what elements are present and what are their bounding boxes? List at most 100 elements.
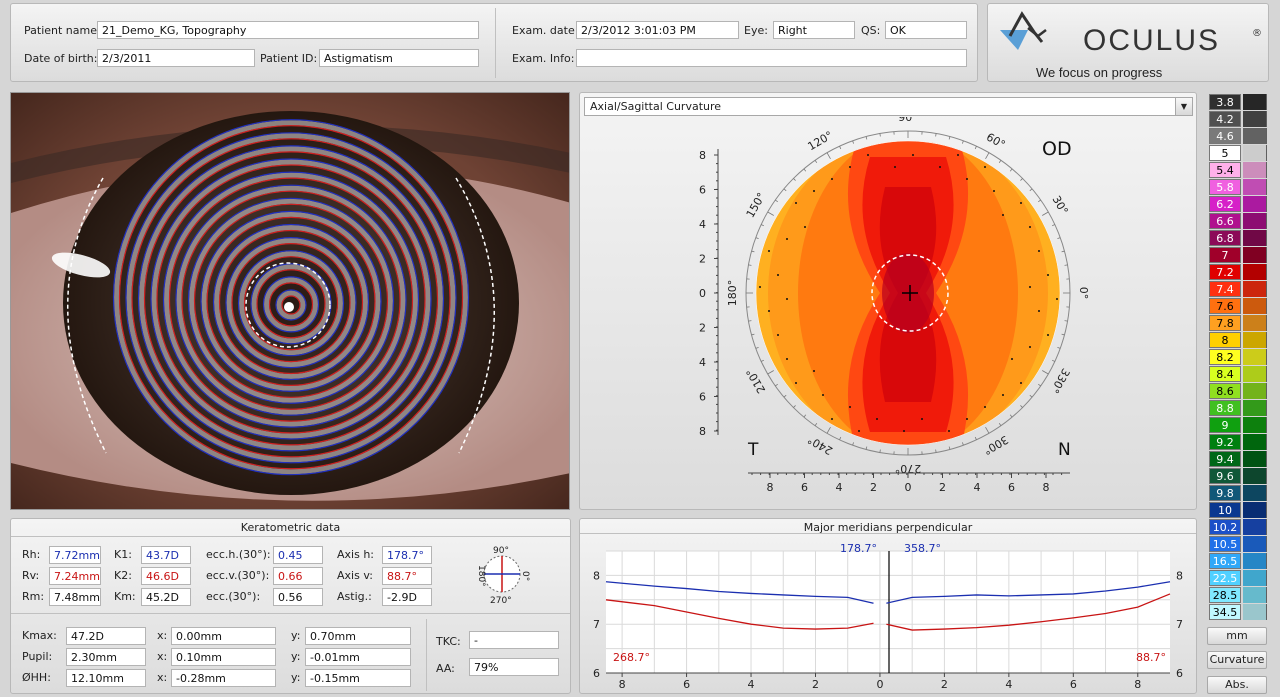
axisv-label: Axis v: <box>337 569 373 582</box>
exam-date-field[interactable]: 2/3/2012 3:01:03 PM <box>576 21 739 39</box>
hh-value: 12.10mm <box>66 669 146 687</box>
astig-label: Astig.: <box>337 590 372 603</box>
y-tick-left: 8 <box>593 569 600 582</box>
x-tick: 2 <box>941 678 948 691</box>
keratometric-panel: Keratometric data Rh: 7.72mm Rv: 7.24mm … <box>10 518 571 694</box>
scale-swatch <box>1243 587 1267 603</box>
eye-image[interactable] <box>11 93 570 510</box>
map-type-dropdown[interactable]: Axial/Sagittal Curvature ▼ <box>584 97 1193 116</box>
eye-od-label: OD <box>1042 138 1072 160</box>
series-line <box>605 599 874 630</box>
placido-rings <box>112 119 470 476</box>
scale-value: 9.4 <box>1209 451 1241 467</box>
x-tick: 4 <box>748 678 755 691</box>
kmax-y-label: y: <box>291 629 301 642</box>
logo-panel: OCULUS ® We focus on progress <box>987 3 1269 82</box>
scale-swatch <box>1243 570 1267 586</box>
dial-right-label: 0° <box>520 571 530 581</box>
eye-field[interactable]: Right <box>773 21 855 39</box>
y-tick-label: 4 <box>699 218 706 231</box>
patient-name-field[interactable]: 21_Demo_KG, Topography <box>97 21 479 39</box>
scale-value: 7.2 <box>1209 264 1241 280</box>
exam-info-label: Exam. Info: <box>512 52 575 65</box>
abs-button[interactable]: Abs. <box>1207 676 1267 694</box>
chevron-down-icon[interactable]: ▼ <box>1175 98 1192 115</box>
scale-value: 9.6 <box>1209 468 1241 484</box>
scale-value: 10.5 <box>1209 536 1241 552</box>
logo-tagline: We focus on progress <box>1036 65 1163 80</box>
scale-value: 7.8 <box>1209 315 1241 331</box>
patient-id-field[interactable]: Astigmatism <box>319 49 479 67</box>
pupil-value: 2.30mm <box>66 648 146 666</box>
scale-swatch <box>1243 417 1267 433</box>
header-divider <box>495 8 496 78</box>
label-top-left: 178.7° <box>840 542 877 555</box>
kmax-y-value: 0.70mm <box>305 627 411 645</box>
scale-value: 5.4 <box>1209 162 1241 178</box>
angle-label: 150° <box>744 191 769 220</box>
scale-swatch <box>1243 451 1267 467</box>
kmax-x-label: x: <box>157 629 168 642</box>
angle-label: 90° <box>898 117 918 124</box>
scale-swatch <box>1243 349 1267 365</box>
scale-value: 22.5 <box>1209 570 1241 586</box>
rm-value: 7.48mm <box>49 588 101 606</box>
axis-dial-icon: 90° 270° 180° 0° <box>476 546 530 606</box>
scale-swatch <box>1243 400 1267 416</box>
scale-swatch <box>1243 315 1267 331</box>
exam-info-field[interactable] <box>576 49 967 67</box>
exam-date-label: Exam. date: <box>512 24 579 37</box>
label-bottom-left: 268.7° <box>613 651 650 664</box>
scale-swatch <box>1243 536 1267 552</box>
rh-value: 7.72mm <box>49 546 101 564</box>
curvature-map[interactable]: 90° 60° 30° 0° 330° 300° 270° 240° 210° 180° 150° 1… <box>580 117 1198 509</box>
ecc-value: 0.56 <box>273 588 323 606</box>
scale-value: 6.6 <box>1209 213 1241 229</box>
rh-label: Rh: <box>22 548 41 561</box>
angle-label: 300° <box>981 433 1010 458</box>
tkc-value: - <box>469 631 559 649</box>
ecch-value: 0.45 <box>273 546 323 564</box>
scale-value: 5 <box>1209 145 1241 161</box>
scale-swatch <box>1243 502 1267 518</box>
x-tick-label: 8 <box>767 481 774 494</box>
y-tick-label: 6 <box>699 391 706 404</box>
scale-swatch <box>1243 111 1267 127</box>
scale-swatch <box>1243 553 1267 569</box>
x-tick: 4 <box>1005 678 1012 691</box>
dial-top-label: 90° <box>493 546 509 556</box>
angle-label: 240° <box>806 433 835 458</box>
logo-registered: ® <box>1252 28 1262 39</box>
scale-swatch <box>1243 366 1267 382</box>
scale-value: 4.2 <box>1209 111 1241 127</box>
angle-label: 330° <box>1048 366 1073 395</box>
angle-label: 30° <box>1049 194 1070 217</box>
qs-field[interactable]: OK <box>885 21 967 39</box>
pupil-y-label: y: <box>291 650 301 663</box>
scale-value: 34.5 <box>1209 604 1241 620</box>
pupil-x-value: 0.10mm <box>171 648 276 666</box>
scale-value: 4.6 <box>1209 128 1241 144</box>
unit-mm-button[interactable]: mm <box>1207 627 1267 645</box>
axish-label: Axis h: <box>337 548 374 561</box>
map-panel: Axial/Sagittal Curvature ▼ 90° 60° 30° 0° 33… <box>579 92 1197 510</box>
hh-y-label: y: <box>291 671 301 684</box>
scale-swatch <box>1243 264 1267 280</box>
meridians-chart[interactable]: 6 6 7 7 8 8 8 6 4 2 0 2 4 6 8 178.7° 358.7° 268.7° 88.… <box>580 534 1198 694</box>
y-tick-label: 2 <box>699 322 706 335</box>
scale-value: 6.8 <box>1209 230 1241 246</box>
dial-left-label: 180° <box>476 565 486 587</box>
dob-field[interactable]: 2/3/2011 <box>97 49 255 67</box>
x-tick-label: 8 <box>1043 481 1050 494</box>
y-tick-right: 8 <box>1176 569 1183 582</box>
nasal-label: N <box>1058 440 1071 460</box>
x-tick-label: 0 <box>905 481 912 494</box>
series-line <box>886 581 1171 604</box>
curvature-button[interactable]: Curvature <box>1207 651 1267 669</box>
scale-swatch <box>1243 128 1267 144</box>
x-tick-label: 4 <box>836 481 843 494</box>
axisv-value: 88.7° <box>382 567 432 585</box>
scale-swatch <box>1243 298 1267 314</box>
meridians-panel: Major meridians perpendicular 6 6 7 7 8 8 8 6 4 2… <box>579 518 1197 694</box>
y-tick-label: 8 <box>699 149 706 162</box>
